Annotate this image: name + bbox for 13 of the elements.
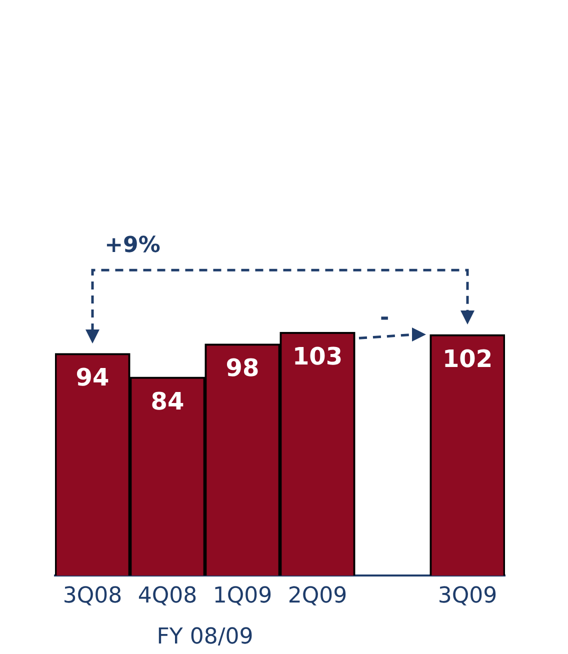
data-label: 98	[226, 354, 260, 382]
data-label: 102	[442, 344, 493, 373]
x-tick-label: 1Q09	[212, 584, 272, 609]
x-tick-label: 2Q09	[288, 584, 348, 609]
x-tick-label: 4Q08	[138, 584, 198, 609]
data-label: 94	[76, 364, 110, 392]
data-label: 84	[150, 387, 184, 416]
text: FY 08/09	[156, 624, 254, 650]
x-tick-label: 3Q08	[62, 584, 122, 609]
text: -	[380, 306, 390, 331]
data-label: 103	[292, 342, 343, 370]
text: +9%	[104, 233, 160, 258]
x-tick-label: 3Q09	[438, 584, 498, 609]
